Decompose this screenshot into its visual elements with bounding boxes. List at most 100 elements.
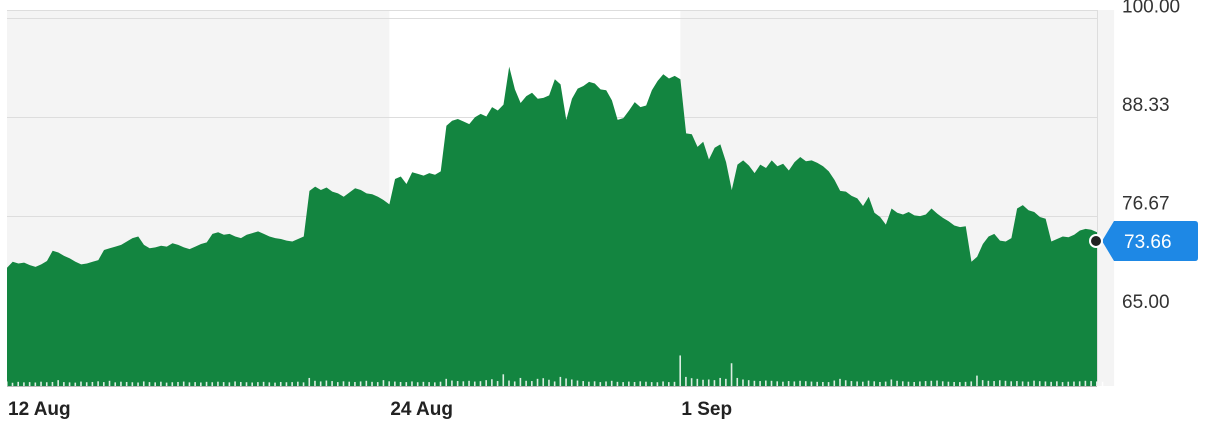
volume-bar bbox=[964, 381, 967, 386]
volume-bar bbox=[941, 381, 944, 386]
volume-bar bbox=[245, 382, 248, 386]
volume-bar bbox=[844, 380, 847, 386]
volume-bar bbox=[177, 381, 179, 386]
volume-bar bbox=[753, 380, 756, 386]
volume-bar bbox=[907, 381, 910, 386]
volume-bar bbox=[633, 381, 636, 386]
volume-bar bbox=[200, 382, 202, 386]
volume-bar bbox=[570, 379, 573, 386]
volume-bar bbox=[987, 380, 990, 386]
volume-bar bbox=[1096, 381, 1098, 386]
volume-bar bbox=[479, 381, 482, 386]
volume-bar bbox=[274, 382, 276, 386]
x-tick-label: 1 Sep bbox=[681, 399, 732, 420]
volume-bar bbox=[622, 382, 624, 386]
volume-bar bbox=[125, 381, 128, 386]
volume-bar bbox=[531, 381, 533, 386]
volume-bar bbox=[810, 381, 813, 386]
volume-bar bbox=[690, 378, 693, 386]
volume-bar bbox=[348, 381, 351, 386]
volume-bar bbox=[804, 381, 807, 386]
volume-bar bbox=[91, 381, 94, 386]
volume-bar bbox=[901, 381, 904, 386]
volume-bar bbox=[45, 382, 48, 386]
volume-bar bbox=[1078, 381, 1081, 386]
volume-bar bbox=[388, 381, 390, 386]
current-price-indicator[interactable]: 73.66 bbox=[1089, 221, 1198, 262]
volume-bar bbox=[1004, 380, 1007, 386]
volume-bar bbox=[685, 376, 687, 386]
volume-bar bbox=[74, 382, 77, 386]
volume-bar bbox=[1033, 380, 1035, 386]
volume-bar bbox=[747, 380, 750, 386]
volume-bar bbox=[188, 382, 191, 386]
volume-bar bbox=[302, 382, 305, 386]
volume-bar bbox=[394, 381, 396, 386]
volume-bar bbox=[462, 381, 465, 386]
volume-bar bbox=[1016, 381, 1018, 386]
volume-bar bbox=[856, 381, 858, 386]
volume-bar bbox=[576, 380, 579, 386]
volume-bar bbox=[736, 377, 739, 386]
volume-bar bbox=[325, 380, 328, 386]
volume-bar bbox=[599, 382, 602, 386]
volume-bar bbox=[40, 381, 42, 386]
volume-bar bbox=[439, 381, 442, 386]
volume-bar bbox=[1061, 382, 1064, 386]
volume-bar bbox=[399, 381, 402, 386]
volume-bar bbox=[405, 382, 408, 386]
volume-bar bbox=[879, 381, 881, 386]
current-price-badge[interactable] bbox=[1102, 221, 1198, 262]
volume-bar bbox=[565, 378, 567, 386]
volume-bar bbox=[251, 382, 253, 386]
volume-bar bbox=[445, 378, 448, 386]
volume-bar bbox=[759, 381, 761, 386]
volume-bar bbox=[120, 381, 122, 386]
volume-bar bbox=[319, 381, 322, 386]
volume-bar bbox=[628, 381, 630, 386]
volume-bar bbox=[719, 377, 721, 386]
volume-bar bbox=[148, 382, 151, 386]
price-area[interactable] bbox=[7, 66, 1097, 387]
volume-bar bbox=[1067, 381, 1070, 386]
volume-bar bbox=[63, 382, 65, 386]
volume-bar bbox=[867, 380, 870, 386]
volume-bar bbox=[1056, 381, 1058, 386]
volume-bar bbox=[365, 380, 368, 386]
volume-bar bbox=[142, 381, 145, 386]
volume-bar bbox=[257, 382, 259, 386]
volume-bar bbox=[222, 382, 225, 386]
volume-bar bbox=[981, 380, 984, 386]
volume-bar bbox=[924, 381, 927, 386]
volume-bar bbox=[468, 380, 470, 386]
volume-bar bbox=[765, 380, 767, 386]
volume-bar bbox=[553, 381, 556, 386]
volume-bar bbox=[6, 381, 8, 386]
volume-bar bbox=[28, 382, 31, 386]
volume-bar bbox=[730, 363, 733, 386]
volume-bar bbox=[239, 381, 242, 386]
volume-bar bbox=[228, 382, 231, 386]
volume-bar bbox=[862, 381, 864, 386]
current-price-marker[interactable] bbox=[1089, 234, 1103, 249]
volume-bar bbox=[285, 382, 288, 386]
volume-bar bbox=[725, 378, 727, 386]
volume-bar bbox=[936, 380, 938, 386]
volume-bar bbox=[182, 381, 185, 386]
volume-bars bbox=[6, 355, 1104, 386]
volume-bar bbox=[822, 381, 824, 386]
volume-bar bbox=[776, 381, 779, 386]
volume-bar bbox=[525, 380, 527, 386]
volume-bar bbox=[308, 377, 311, 386]
volume-bar bbox=[354, 381, 356, 386]
volume-bar bbox=[331, 381, 333, 386]
volume-bar bbox=[371, 381, 373, 386]
volume-bar bbox=[262, 381, 265, 386]
y-tick-label: 88.33 bbox=[1122, 95, 1170, 116]
volume-bar bbox=[1050, 381, 1052, 386]
volume-bar bbox=[34, 382, 37, 386]
volume-bar bbox=[17, 381, 20, 386]
volume-bar bbox=[787, 381, 790, 386]
volume-bar bbox=[930, 380, 933, 386]
